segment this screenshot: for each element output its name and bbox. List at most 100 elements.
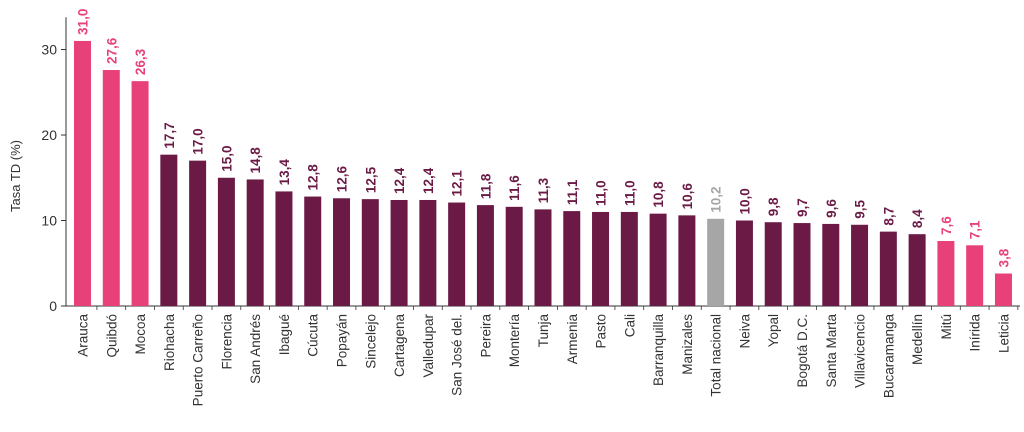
data-label: 11,1 <box>565 179 580 205</box>
data-label: 12,8 <box>306 164 321 191</box>
category-label: Quibdó <box>104 314 119 358</box>
category-label: Villavicencio <box>853 314 868 388</box>
data-label: 10,2 <box>709 187 724 213</box>
category-label: Mitú <box>939 314 954 340</box>
value-labels: 31,0 27,6 26,3 17,7 17,0 15,0 14,8 13,4 12,8 12,6… <box>76 9 1012 268</box>
category-label: Popayán <box>335 314 350 367</box>
data-label: 11,6 <box>507 175 522 201</box>
bar <box>937 241 955 306</box>
y-tick-label: 30 <box>41 42 57 58</box>
category-label: Riohacha <box>162 314 177 372</box>
data-label: 11,0 <box>594 180 609 206</box>
category-labels: Arauca Quibdó Mocoa Riohacha Puerto Carreño F… <box>76 313 1012 406</box>
data-label: 12,5 <box>363 166 378 193</box>
bar <box>361 199 379 307</box>
bar <box>764 222 782 306</box>
category-label: Santa Marta <box>824 314 839 388</box>
data-label: 9,7 <box>795 198 810 217</box>
data-label: 17,7 <box>162 122 177 148</box>
data-label: 8,7 <box>881 207 896 226</box>
bar <box>102 70 120 307</box>
category-label: Medellín <box>910 314 925 365</box>
data-label: 15,0 <box>219 145 234 171</box>
bar <box>505 206 523 306</box>
bar <box>275 191 293 306</box>
bar <box>476 205 494 306</box>
bar <box>879 231 897 306</box>
category-label: Cartagena <box>392 314 407 378</box>
y-tick-label: 0 <box>49 298 57 314</box>
bar <box>678 215 696 306</box>
category-label: Total nacional <box>709 314 724 397</box>
bar <box>649 213 667 306</box>
data-label: 11,0 <box>622 180 637 206</box>
data-label: 31,0 <box>76 9 91 35</box>
data-label: 12,6 <box>335 166 350 193</box>
bar <box>994 273 1012 306</box>
data-label: 9,5 <box>853 200 868 219</box>
bar <box>390 199 408 306</box>
bar <box>592 211 610 306</box>
bar <box>793 223 811 306</box>
category-label: Cali <box>622 314 637 337</box>
y-tick-label: 20 <box>41 127 57 143</box>
category-label: Leticia <box>996 314 1011 354</box>
data-label: 12,1 <box>450 170 465 197</box>
data-label: 9,8 <box>766 197 781 216</box>
data-label: 7,6 <box>939 216 954 235</box>
data-label: 12,4 <box>421 167 436 194</box>
bar <box>735 220 753 306</box>
bar <box>419 199 437 306</box>
category-label: Tunja <box>536 314 551 348</box>
data-label: 27,6 <box>104 37 119 64</box>
category-label: Puerto Carreño <box>191 314 206 406</box>
data-label: 11,8 <box>478 173 493 199</box>
bar <box>822 223 840 306</box>
data-label: 8,4 <box>910 209 925 228</box>
bar <box>707 218 725 306</box>
category-label: Montería <box>507 314 522 368</box>
category-label: Arauca <box>76 314 91 357</box>
category-label: Bogotá D.C. <box>795 314 810 388</box>
data-label: 17,0 <box>191 128 206 154</box>
data-label: 7,1 <box>968 220 983 239</box>
data-label: 12,4 <box>392 167 407 194</box>
category-label: Florencia <box>219 314 234 370</box>
bar <box>246 179 264 306</box>
category-label: Manizales <box>680 314 695 375</box>
bar <box>448 202 466 306</box>
bar <box>74 40 91 306</box>
category-label: San José del. <box>450 314 465 396</box>
category-label: Bucaramanga <box>881 314 896 399</box>
category-label: Inírida <box>968 314 983 352</box>
bar <box>908 234 926 306</box>
axes: 0 10 20 30 <box>41 17 1020 314</box>
bar <box>966 245 984 306</box>
data-label: 13,4 <box>277 159 292 186</box>
bar <box>304 196 322 306</box>
bar <box>189 160 207 306</box>
bar <box>620 211 638 306</box>
y-axis-title: Tasa TD (%) <box>8 140 23 212</box>
data-label: 3,8 <box>996 248 1011 267</box>
category-label: Armenia <box>565 314 580 365</box>
category-label: Ibagué <box>277 314 292 355</box>
category-label: Sincelejo <box>363 314 378 369</box>
category-label: San Andrés <box>248 314 263 384</box>
data-label: 14,8 <box>248 147 263 174</box>
bar <box>534 209 552 306</box>
data-label: 10,0 <box>737 188 752 214</box>
category-label: Valledupar <box>421 313 436 377</box>
category-label: Mocoa <box>133 314 148 355</box>
bar <box>131 81 149 306</box>
data-label: 11,3 <box>536 177 551 203</box>
category-label: Barranquilla <box>651 314 666 387</box>
bar <box>563 211 581 306</box>
data-label: 10,8 <box>651 181 666 208</box>
y-tick-label: 10 <box>41 213 57 229</box>
bar <box>217 177 235 306</box>
bars <box>74 40 1012 307</box>
category-label: Yopal <box>766 314 781 347</box>
